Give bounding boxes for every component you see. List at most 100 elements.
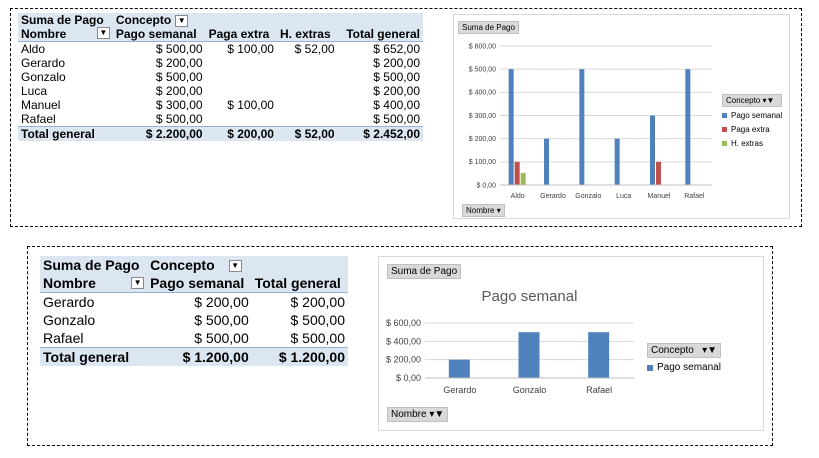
row-label: Gerardo xyxy=(43,294,95,310)
y-tick-label: $ 0,00 xyxy=(477,182,497,189)
axis-field-button[interactable]: Nombre ▾▼ xyxy=(387,407,449,422)
y-tick-label: $ 600,00 xyxy=(469,43,496,50)
bar xyxy=(656,161,661,185)
legend-label: Pago semanal xyxy=(731,111,783,120)
table-cell: $ 500,00 xyxy=(290,312,346,328)
table-row: Luca $ 200,00 $ 200,00 xyxy=(18,84,423,98)
column-field-label: Concepto xyxy=(115,13,172,27)
chart-plot-area: $ 0,00 $ 100,00 $ 200,00 $ 300,00 $ 400,00 $ … xyxy=(469,43,712,200)
legend-field-label: Concepto xyxy=(726,96,761,105)
total-cell: $ 200,00 xyxy=(205,126,277,141)
table-cell: $ 200,00 xyxy=(373,56,420,70)
table-row: Gerardo $ 200,00 $ 200,00 xyxy=(40,293,348,312)
table-row: Aldo $ 500,00 $ 100,00 $ 52,00 $ 652,00 xyxy=(18,42,423,57)
table-cell xyxy=(206,56,277,70)
legend-item: H. extras xyxy=(722,139,782,148)
chart-legend: Concepto ▾▼ Pago semanal xyxy=(647,343,722,378)
bar xyxy=(685,69,691,185)
y-tick-label: $ 200,00 xyxy=(469,136,496,143)
bar xyxy=(614,138,620,185)
pivot-panel-2: Suma de Pago Concepto ▼ Nombre ▼ Pago sema… xyxy=(27,246,773,446)
row-filter-icon[interactable]: ▼ xyxy=(131,277,145,289)
legend-field-button[interactable]: Concepto ▾▼ xyxy=(722,94,783,107)
total-cell: $ 2.452,00 xyxy=(337,126,423,141)
axis-field-label: Nombre xyxy=(391,409,427,420)
total-cell: $ 1.200,00 xyxy=(147,347,252,366)
table-row: Gonzalo $ 500,00 $ 500,00 xyxy=(40,311,348,329)
row-label: Luca xyxy=(21,84,48,98)
table-cell: $ 500,00 xyxy=(373,70,420,84)
table-cell xyxy=(277,112,338,127)
filter-icon: ▾▼ xyxy=(762,96,775,105)
table-cell: $ 500,00 xyxy=(155,42,203,56)
legend-label: Paga extra xyxy=(731,125,770,134)
x-tick-label: Luca xyxy=(616,193,631,200)
row-filter-icon[interactable]: ▼ xyxy=(96,27,110,39)
pivot-chart-2[interactable]: Suma de Pago $ 0,00 $ 200,00 $ 400,00 $ 600… xyxy=(378,256,764,431)
column-header: Pago semanal xyxy=(147,274,252,293)
legend-field-label: Concepto xyxy=(651,345,694,356)
table-cell: $ 200,00 xyxy=(155,56,203,70)
legend-field-button[interactable]: Concepto ▾▼ xyxy=(647,343,722,358)
row-label: Gerardo xyxy=(21,56,66,70)
table-cell xyxy=(206,70,277,84)
bar xyxy=(448,359,470,378)
dropdown-arrow-icon: ▾ xyxy=(496,206,501,215)
pivot-column-header-row: Nombre ▼ Pago semanal Paga extra H. extra… xyxy=(18,27,423,42)
table-cell: $ 500,00 xyxy=(290,330,346,346)
row-field-label: Nombre xyxy=(21,27,67,41)
row-field-cell: Nombre ▼ xyxy=(40,274,148,293)
table-cell xyxy=(206,84,277,98)
x-tick-label: Gerardo xyxy=(540,193,566,200)
pivot-header-row: Suma de Pago Concepto ▼ xyxy=(18,13,423,27)
pivot-table-2: Suma de Pago Concepto ▼ Nombre ▼ Pago sema… xyxy=(40,256,348,366)
table-cell: $ 200,00 xyxy=(155,84,203,98)
table-row: Rafael $ 500,00 $ 500,00 xyxy=(18,112,423,127)
table-row: Gonzalo $ 500,00 $ 500,00 xyxy=(18,70,423,84)
axis-field-label: Nombre xyxy=(466,206,495,215)
table-cell: $ 500,00 xyxy=(194,312,249,328)
y-tick-label: $ 400,00 xyxy=(469,90,496,97)
total-label: Total general xyxy=(40,347,148,366)
y-tick-label: $ 0,00 xyxy=(396,373,421,383)
legend-item: Pago semanal xyxy=(722,111,782,120)
y-tick-label: $ 600,00 xyxy=(386,318,421,328)
bar xyxy=(544,138,549,185)
bar xyxy=(588,332,610,378)
legend-swatch xyxy=(722,127,727,132)
column-filter-icon[interactable]: ▼ xyxy=(228,260,242,273)
legend-swatch xyxy=(722,141,727,146)
table-cell: $ 500,00 xyxy=(373,112,420,126)
x-tick-label: Gonzalo xyxy=(575,193,601,200)
row-label: Gonzalo xyxy=(21,70,66,84)
axis-field-button[interactable]: Nombre ▾ xyxy=(462,204,505,217)
table-cell xyxy=(277,56,338,70)
pivot-column-header-row: Nombre ▼ Pago semanal Total general xyxy=(40,274,348,293)
row-label: Rafael xyxy=(43,330,84,346)
table-cell: $ 100,00 xyxy=(227,42,274,56)
table-cell xyxy=(277,98,338,112)
table-cell xyxy=(277,84,338,98)
row-label: Gonzalo xyxy=(43,312,96,328)
column-filter-icon[interactable]: ▼ xyxy=(175,14,189,27)
value-field-button[interactable]: Suma de Pago xyxy=(387,264,462,279)
column-field-cell: Concepto ▼ xyxy=(112,13,423,27)
column-header: H. extras xyxy=(276,27,338,42)
x-tick-label: Aldo xyxy=(511,193,525,200)
table-row: Gerardo $ 200,00 $ 200,00 xyxy=(18,56,423,70)
legend-item: Paga extra xyxy=(722,125,782,134)
table-row: Rafael $ 500,00 $ 500,00 xyxy=(40,329,348,348)
bar xyxy=(520,172,526,185)
table-cell xyxy=(277,70,338,84)
bar xyxy=(508,69,514,185)
legend-label: Pago semanal xyxy=(657,362,721,373)
pivot-header-row: Suma de Pago Concepto ▼ xyxy=(40,256,348,274)
table-cell: $ 200,00 xyxy=(373,84,420,98)
column-header: Total general xyxy=(337,27,423,42)
value-field-button[interactable]: Suma de Pago xyxy=(458,21,519,34)
chart-plot-area: $ 0,00 $ 200,00 $ 400,00 $ 600,00 Gerardo Gon… xyxy=(386,288,634,395)
column-field-cell: Concepto ▼ xyxy=(147,256,348,274)
pivot-chart-1[interactable]: Suma de Pago $ 0,00 $ 100,00 $ 200,00 $ 300… xyxy=(453,14,790,219)
column-header: Total general xyxy=(251,274,348,293)
chart-legend: Concepto ▾▼ Pago semanal Paga extra H. e… xyxy=(722,94,783,153)
